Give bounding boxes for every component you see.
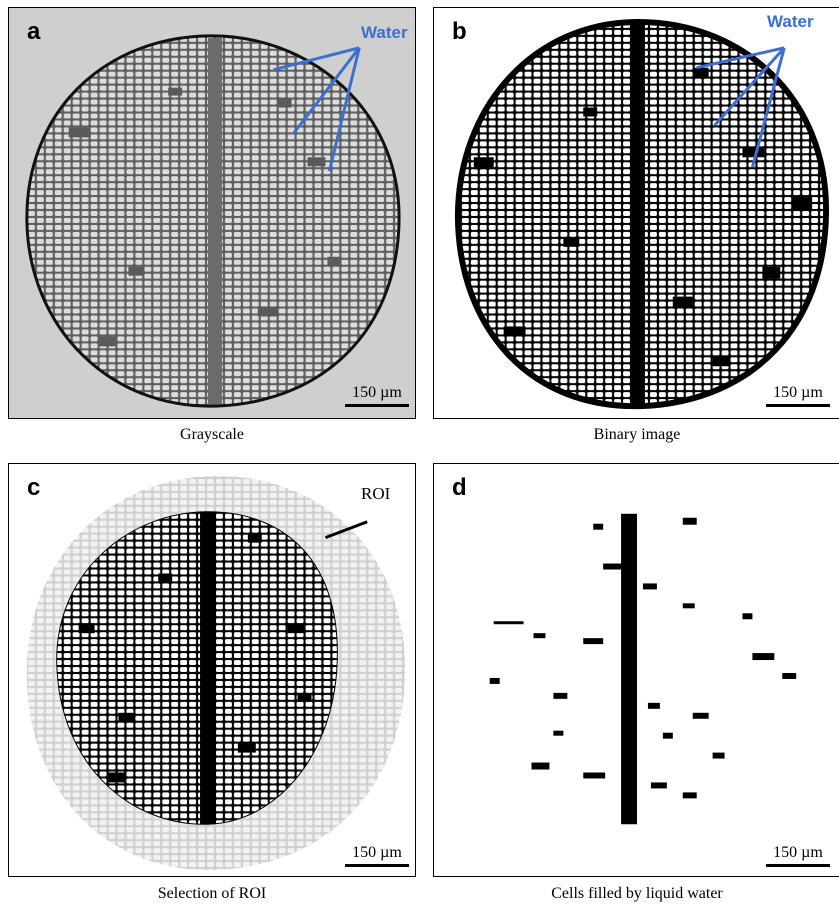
scale-bar-line <box>766 404 830 407</box>
roi-label: ROI <box>361 484 391 503</box>
water-label: Water <box>361 23 408 42</box>
scale-bar: 150 µm <box>766 844 830 867</box>
panel-roi-selection: c ROI 150 µm <box>8 463 416 877</box>
scale-bar-line <box>766 864 830 867</box>
roi-selection-image <box>26 475 406 871</box>
panel-binary: b Water 150 µm <box>433 7 839 419</box>
panel-water-cells: d 150 µm <box>433 463 839 877</box>
panel-grayscale: a Water 150 µm <box>8 7 416 419</box>
caption-grayscale: Grayscale <box>180 426 244 443</box>
scale-bar-label: 150 µm <box>773 384 823 401</box>
scale-bar-label: 150 µm <box>773 844 823 861</box>
scale-bar: 150 µm <box>766 384 830 407</box>
panel-letter: c <box>27 474 41 501</box>
water-label: Water <box>767 12 814 31</box>
caption-roi-selection: Selection of ROI <box>157 885 267 902</box>
scale-bar: 150 µm <box>345 384 409 407</box>
panel-letter: d <box>452 474 467 501</box>
water-cells-image <box>489 513 797 825</box>
panel-letter: b <box>452 18 467 45</box>
scale-bar-label: 150 µm <box>352 384 402 401</box>
scale-bar-label: 150 µm <box>352 844 402 861</box>
caption-binary: Binary image <box>593 426 681 443</box>
scale-bar-line <box>345 864 409 867</box>
grayscale-image <box>25 34 401 408</box>
caption-water-cells: Cells filled by liquid water <box>551 885 723 902</box>
scale-bar-line <box>345 404 409 407</box>
scale-bar: 150 µm <box>345 844 409 867</box>
panel-letter: a <box>27 18 41 45</box>
binary-image <box>454 18 830 410</box>
